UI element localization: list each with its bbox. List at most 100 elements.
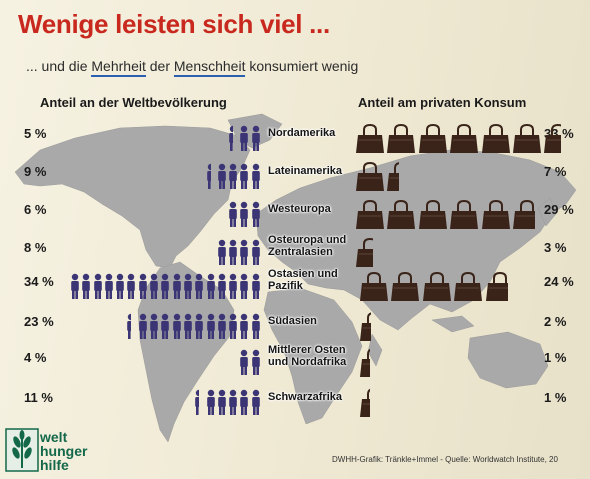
- person-icon: [183, 313, 193, 344]
- person-icon: [251, 239, 261, 270]
- region-label: Südasien: [268, 315, 317, 327]
- region-label: Mittlerer Osten und Nordafrika: [268, 344, 347, 368]
- subtitle-part: Menschheit: [173, 58, 246, 77]
- shopping-bag-icon: [481, 199, 510, 235]
- consumption-label: 1 %: [544, 350, 567, 365]
- chart-subtitle: ... und die Mehrheit der Menschheit kons…: [26, 58, 359, 77]
- population-label: 23 %: [24, 314, 54, 329]
- person-icon: [160, 313, 170, 344]
- person-icon: [206, 389, 216, 420]
- person-icon: [206, 163, 215, 194]
- person-icon: [228, 201, 238, 232]
- shopping-bag-icon: [422, 271, 451, 307]
- person-icon: [172, 313, 182, 344]
- person-icon: [228, 239, 238, 270]
- person-icon: [251, 201, 261, 232]
- subtitle-part: der: [145, 58, 174, 74]
- person-icon: [217, 389, 227, 420]
- shopping-bag-icon: [387, 199, 416, 235]
- logo-line: welt: [40, 429, 68, 445]
- person-icon: [228, 389, 238, 420]
- welthungerhilfe-logo: welt hunger hilfe: [5, 428, 115, 476]
- population-label: 8 %: [24, 240, 47, 255]
- person-icon: [104, 273, 114, 304]
- person-icon: [172, 273, 182, 304]
- shopping-bag-icon: [356, 199, 384, 235]
- person-icon: [93, 273, 103, 304]
- source-credit: DWHH-Grafik: Tränkle+Immel - Quelle: Wor…: [332, 455, 558, 464]
- person-icon: [149, 273, 159, 304]
- region-label: Lateinamerika: [268, 165, 342, 177]
- consumption-label: 24 %: [544, 274, 574, 289]
- population-header: Anteil an der Weltbevölkerung: [40, 95, 227, 110]
- shopping-bag-icon: [513, 123, 541, 159]
- person-icon: [70, 273, 80, 304]
- person-icon: [81, 273, 91, 304]
- shopping-bag-icon: [356, 123, 384, 159]
- consumption-label: 7 %: [544, 164, 567, 179]
- shopping-bag-icon: [481, 123, 510, 159]
- population-label: 11 %: [24, 390, 53, 405]
- person-icon: [251, 313, 261, 344]
- shopping-bag-icon: [360, 271, 388, 307]
- shopping-bag-icon: [513, 200, 541, 235]
- subtitle-part: Mehrheit: [91, 58, 146, 77]
- shopping-bag-icon: [360, 388, 388, 423]
- chart-title: Wenige leisten sich viel ...: [18, 9, 330, 39]
- shopping-bag-icon: [387, 162, 416, 197]
- person-icon: [228, 125, 237, 156]
- person-icon: [138, 313, 148, 344]
- person-icon: [239, 313, 249, 344]
- person-icon: [206, 313, 216, 344]
- person-icon: [239, 389, 249, 420]
- person-icon: [183, 273, 193, 304]
- person-icon: [217, 163, 227, 194]
- person-icon: [126, 273, 136, 304]
- person-icon: [239, 163, 249, 194]
- person-icon: [251, 125, 261, 156]
- person-icon: [251, 349, 261, 380]
- person-icon: [239, 201, 249, 232]
- person-icon: [251, 273, 261, 304]
- person-icon: [206, 273, 216, 304]
- region-label: Schwarzafrika: [268, 391, 342, 403]
- shopping-bag-icon: [360, 348, 388, 383]
- logo-line: hunger: [40, 443, 88, 459]
- person-icon: [217, 273, 227, 304]
- person-icon: [149, 313, 159, 344]
- person-icon: [239, 239, 249, 270]
- person-icon: [194, 313, 204, 344]
- region-label: Ostasien und Pazifik: [268, 268, 338, 292]
- person-icon: [251, 389, 261, 420]
- person-icon: [138, 273, 148, 304]
- region-label: Nordamerika: [268, 127, 336, 139]
- person-icon: [228, 163, 238, 194]
- population-label: 34 %: [24, 274, 54, 289]
- shopping-bag-icon: [450, 123, 479, 159]
- person-icon: [239, 349, 249, 380]
- person-icon: [194, 273, 204, 304]
- person-icon: [228, 273, 238, 304]
- shopping-bag-icon: [360, 312, 388, 347]
- person-icon: [239, 125, 249, 156]
- consumption-header: Anteil am privaten Konsum: [358, 95, 527, 110]
- subtitle-part: konsumiert wenig: [245, 58, 359, 74]
- shopping-bag-icon: [418, 123, 447, 159]
- shopping-bag-icon: [356, 161, 384, 197]
- consumption-label: 29 %: [544, 202, 574, 217]
- population-label: 9 %: [24, 164, 47, 179]
- person-icon: [217, 239, 227, 270]
- logo-text: welt hunger hilfe: [40, 430, 87, 472]
- consumption-label: 2 %: [544, 314, 567, 329]
- person-icon: [251, 163, 261, 194]
- person-icon: [160, 273, 170, 304]
- person-icon: [126, 313, 136, 344]
- person-icon: [194, 389, 203, 420]
- person-icon: [228, 313, 238, 344]
- shopping-bag-icon: [387, 123, 416, 159]
- person-icon: [239, 273, 249, 304]
- shopping-bag-icon: [391, 271, 420, 307]
- shopping-bag-icon: [454, 271, 483, 307]
- shopping-bag-icon: [485, 272, 514, 307]
